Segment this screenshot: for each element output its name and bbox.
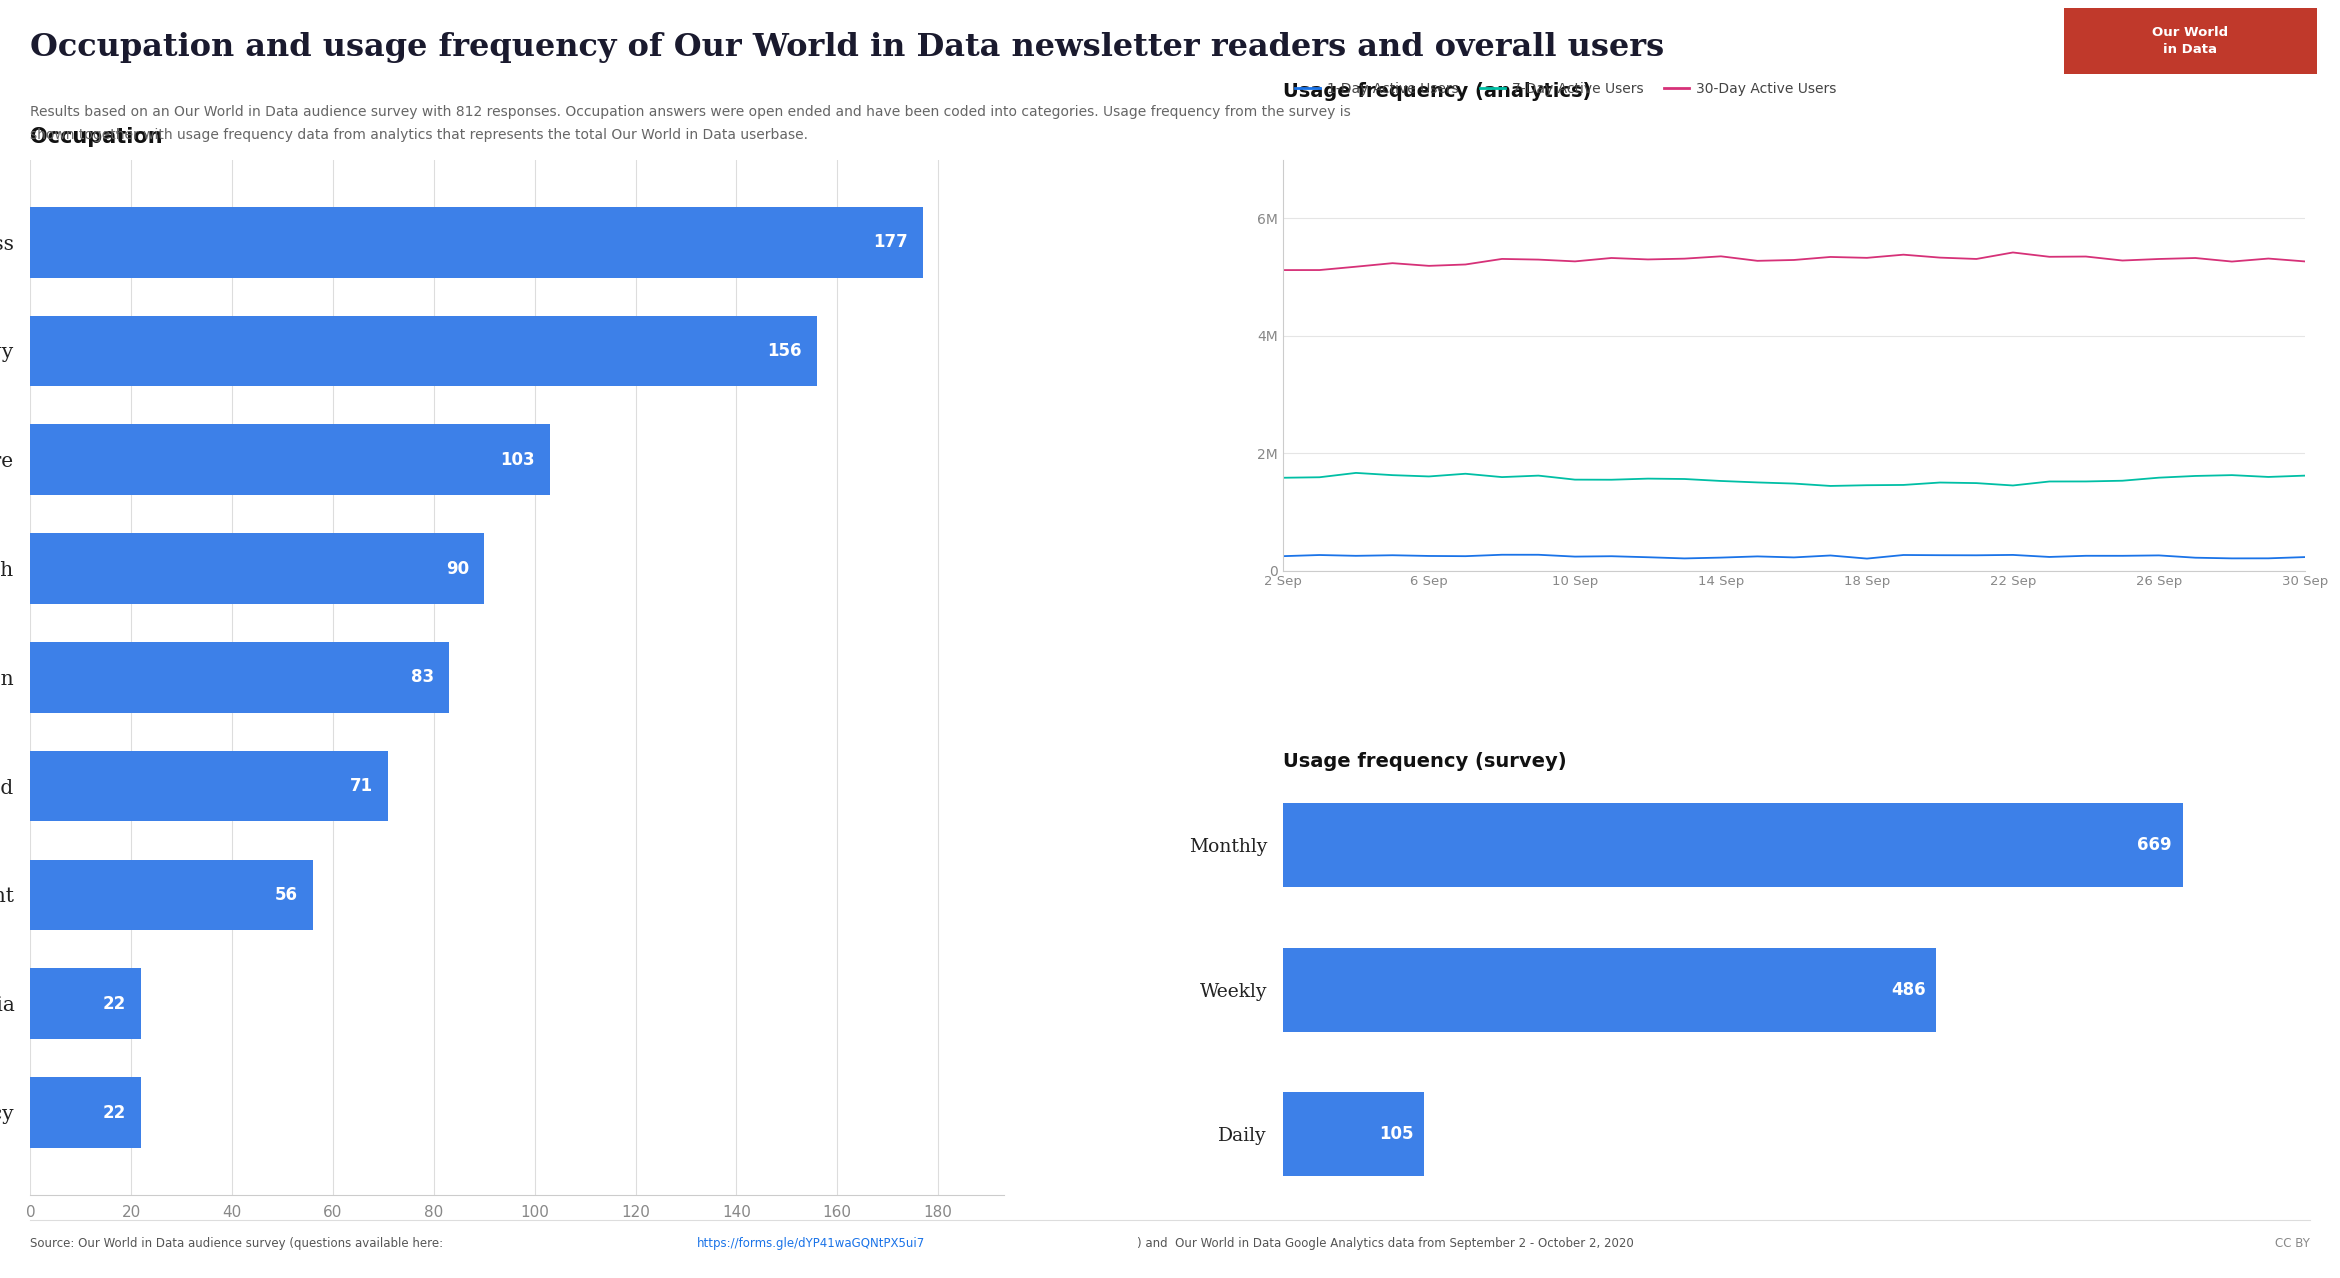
Bar: [30, 860, 314, 930]
Text: 156: 156: [768, 343, 803, 360]
Bar: [30, 424, 550, 495]
Text: 71: 71: [351, 777, 374, 795]
Text: 103: 103: [501, 451, 536, 469]
Bar: [1282, 947, 1938, 1031]
Text: 669: 669: [2136, 836, 2172, 854]
Text: Usage frequency (survey): Usage frequency (survey): [1282, 753, 1565, 772]
Text: 22: 22: [103, 1103, 126, 1122]
Bar: [30, 316, 817, 386]
Bar: [30, 642, 449, 713]
Text: 90: 90: [447, 560, 468, 578]
Bar: [1282, 1093, 1425, 1176]
Text: 22: 22: [103, 994, 126, 1012]
Bar: [30, 533, 484, 604]
Bar: [30, 969, 140, 1039]
Text: Usage frequency (analytics): Usage frequency (analytics): [1282, 82, 1591, 101]
Bar: [30, 207, 922, 277]
Text: shown together with usage frequency data from analytics that represents the tota: shown together with usage frequency data…: [30, 128, 807, 142]
Bar: [1282, 803, 2183, 887]
Text: 486: 486: [1891, 980, 1926, 998]
Text: ) and  Our World in Data Google Analytics data from September 2 - October 2, 202: ) and Our World in Data Google Analytics…: [1137, 1237, 1633, 1250]
Text: Source: Our World in Data audience survey (questions available here:: Source: Our World in Data audience surve…: [30, 1237, 447, 1250]
Text: 83: 83: [412, 668, 433, 686]
Text: Results based on an Our World in Data audience survey with 812 responses. Occupa: Results based on an Our World in Data au…: [30, 105, 1350, 119]
Text: CC BY: CC BY: [2274, 1237, 2310, 1250]
Text: Occupation: Occupation: [30, 127, 164, 147]
Text: https://forms.gle/dYP41waGQNtPX5ui7: https://forms.gle/dYP41waGQNtPX5ui7: [697, 1237, 927, 1250]
Text: 105: 105: [1378, 1126, 1413, 1144]
Bar: [30, 1077, 140, 1148]
Text: 177: 177: [873, 233, 908, 252]
Text: Our World
in Data: Our World in Data: [2153, 26, 2228, 56]
Text: 56: 56: [274, 886, 297, 904]
Text: Occupation and usage frequency of Our World in Data newsletter readers and overa: Occupation and usage frequency of Our Wo…: [30, 32, 1664, 63]
Bar: [30, 750, 388, 822]
Legend: 1-Day Active Users, 7-Day Active Users, 30-Day Active Users: 1-Day Active Users, 7-Day Active Users, …: [1289, 77, 1842, 101]
